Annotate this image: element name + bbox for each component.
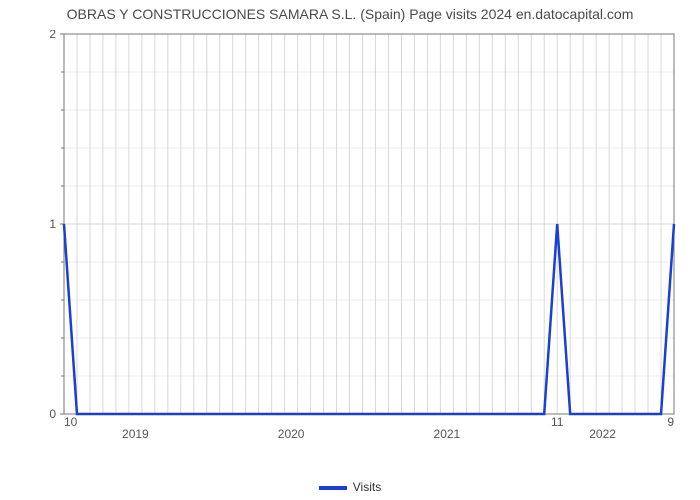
- svg-text:2019: 2019: [122, 427, 149, 441]
- chart-title: OBRAS Y CONSTRUCCIONES SAMARA S.L. (Spai…: [0, 6, 700, 22]
- svg-text:9: 9: [667, 415, 674, 429]
- svg-text:11: 11: [551, 415, 564, 429]
- svg-text:1: 1: [49, 217, 56, 231]
- legend-label: Visits: [353, 480, 381, 494]
- legend: Visits: [0, 480, 700, 494]
- svg-text:2: 2: [49, 30, 56, 41]
- legend-swatch: [319, 486, 347, 490]
- chart-container: OBRAS Y CONSTRUCCIONES SAMARA S.L. (Spai…: [0, 0, 700, 500]
- svg-text:2020: 2020: [278, 427, 305, 441]
- svg-text:2021: 2021: [434, 427, 461, 441]
- plot-area: 0 1 2 2019 2020 2021 2022 10 11 9: [40, 30, 680, 450]
- svg-text:10: 10: [64, 415, 78, 429]
- svg-text:2022: 2022: [589, 427, 616, 441]
- svg-text:0: 0: [49, 407, 56, 421]
- plot-svg: 0 1 2 2019 2020 2021 2022 10 11 9: [40, 30, 680, 450]
